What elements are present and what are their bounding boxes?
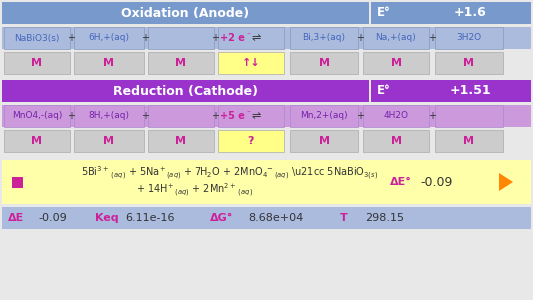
Text: 6H,+(aq): 6H,+(aq) (88, 34, 130, 43)
Text: E°: E° (377, 7, 391, 20)
Bar (74, 52, 144, 74)
Bar (435, 27, 503, 49)
Bar (148, 52, 214, 74)
Polygon shape (499, 173, 513, 191)
Text: Reduction (Cathode): Reduction (Cathode) (113, 85, 258, 98)
Text: ⁻: ⁻ (246, 109, 250, 118)
Text: MnO4,-(aq): MnO4,-(aq) (12, 112, 62, 121)
Bar (290, 52, 358, 74)
Bar (148, 27, 214, 49)
Bar (218, 52, 284, 74)
Text: +: + (141, 33, 149, 43)
Text: 4H2O: 4H2O (384, 112, 408, 121)
Text: M: M (391, 136, 401, 146)
Bar (148, 130, 214, 152)
Bar (2, 130, 531, 152)
Bar (290, 105, 358, 127)
Text: +: + (67, 33, 75, 43)
Text: Bi,3+(aq): Bi,3+(aq) (303, 34, 345, 43)
Text: 6.11e-16: 6.11e-16 (125, 213, 174, 223)
Text: M: M (103, 58, 115, 68)
Bar (2, 160, 531, 204)
Text: +: + (428, 111, 436, 121)
Text: M: M (103, 136, 115, 146)
Text: -0.09: -0.09 (38, 213, 67, 223)
Bar (148, 105, 214, 127)
Bar (435, 130, 503, 152)
Text: +: + (356, 33, 364, 43)
Bar (363, 27, 429, 49)
Text: 3H2O: 3H2O (456, 34, 481, 43)
Text: NaBiO3(s): NaBiO3(s) (14, 34, 60, 43)
Bar (218, 27, 284, 49)
Text: M: M (31, 58, 43, 68)
Text: +: + (141, 111, 149, 121)
Text: +1.6: +1.6 (454, 7, 487, 20)
Text: Keq: Keq (95, 213, 119, 223)
Text: -0.09: -0.09 (420, 176, 453, 188)
Bar (363, 52, 429, 74)
Text: ↑↓: ↑↓ (241, 58, 261, 68)
Text: T: T (340, 213, 348, 223)
Text: M: M (175, 136, 187, 146)
Text: ⁻: ⁻ (246, 31, 250, 40)
Bar (2, 80, 369, 102)
Bar (4, 52, 70, 74)
Text: +5 e: +5 e (220, 111, 245, 121)
Text: + 14H$^{+}$$_{\,(aq)}$ + 2Mn$^{2+}$$_{\,(aq)}$: + 14H$^{+}$$_{\,(aq)}$ + 2Mn$^{2+}$$_{\,… (136, 182, 254, 199)
Text: +: + (211, 33, 219, 43)
Text: ⇌: ⇌ (252, 111, 261, 121)
Bar (2, 52, 531, 74)
Text: +: + (211, 111, 219, 121)
Text: +1.51: +1.51 (449, 85, 491, 98)
Bar (2, 2, 369, 24)
Text: +: + (428, 33, 436, 43)
Text: ?: ? (248, 136, 254, 146)
Text: ΔE°: ΔE° (390, 177, 412, 187)
Text: +2 e: +2 e (220, 33, 245, 43)
Text: E°: E° (377, 85, 391, 98)
Bar (435, 105, 503, 127)
Text: ⇌: ⇌ (252, 33, 261, 43)
Bar (363, 130, 429, 152)
Text: +: + (67, 111, 75, 121)
Text: +: + (356, 111, 364, 121)
Bar (371, 2, 531, 24)
Text: M: M (391, 58, 401, 68)
Text: M: M (31, 136, 43, 146)
Bar (371, 80, 531, 102)
Text: Oxidation (Anode): Oxidation (Anode) (122, 7, 249, 20)
Bar (74, 130, 144, 152)
Text: 298.15: 298.15 (365, 213, 404, 223)
Bar (363, 105, 429, 127)
Bar (4, 105, 70, 127)
Bar (4, 130, 70, 152)
Text: Mn,2+(aq): Mn,2+(aq) (300, 112, 348, 121)
Bar (218, 130, 284, 152)
Text: Na,+(aq): Na,+(aq) (376, 34, 416, 43)
Text: 5Bi$^{3+}$$_{\,(aq)}$ + 5Na$^{+}$$_{\,(aq)}$ + 7H$_2$O + 2MnO$_4$$^{-}$$_{\,(aq): 5Bi$^{3+}$$_{\,(aq)}$ + 5Na$^{+}$$_{\,(a… (82, 164, 378, 182)
Text: M: M (319, 58, 329, 68)
Text: M: M (464, 136, 474, 146)
Bar (2, 105, 531, 127)
Bar (435, 52, 503, 74)
Text: M: M (175, 58, 187, 68)
Text: M: M (319, 136, 329, 146)
Bar (74, 27, 144, 49)
Bar (74, 105, 144, 127)
Bar (4, 27, 70, 49)
Text: 8H,+(aq): 8H,+(aq) (88, 112, 130, 121)
Text: ΔE: ΔE (8, 213, 24, 223)
Text: M: M (464, 58, 474, 68)
Bar (218, 105, 284, 127)
Bar (12, 176, 23, 188)
Bar (2, 27, 531, 49)
Bar (2, 207, 531, 229)
Bar (290, 130, 358, 152)
Text: ΔG°: ΔG° (210, 213, 233, 223)
Text: 8.68e+04: 8.68e+04 (248, 213, 303, 223)
Bar (290, 27, 358, 49)
